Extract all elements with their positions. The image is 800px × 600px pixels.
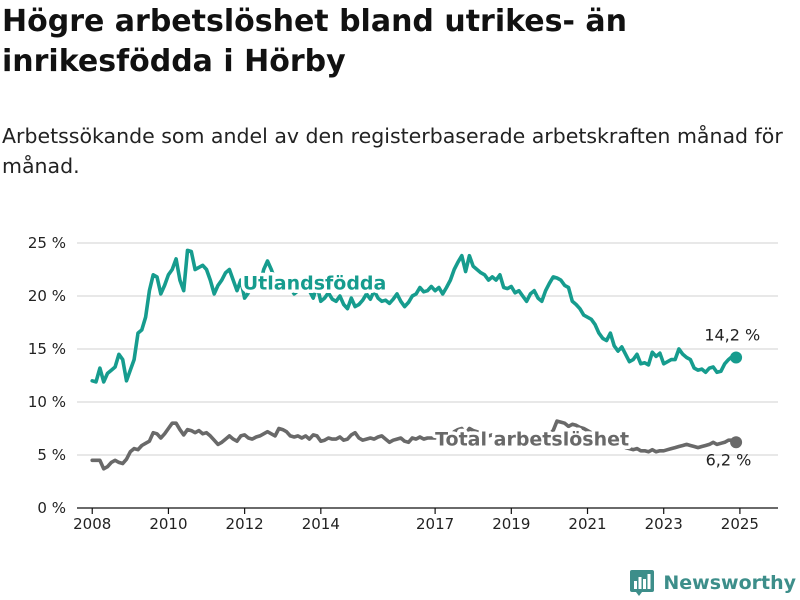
series-end-dot-0: [730, 351, 743, 364]
chart-title: Högre arbetslöshet bland utrikes- än inr…: [2, 4, 627, 79]
series-end-dot-1: [730, 436, 743, 449]
chart-subtitle: Arbetssökande som andel av den registerb…: [2, 124, 783, 178]
series-line-0: [90, 248, 738, 384]
series-end-value-label: 6,2 %: [706, 451, 752, 470]
x-tick-label: 2017: [416, 515, 454, 533]
brand-name: Newsworthy: [663, 572, 796, 594]
bar-chart-icon: [630, 570, 655, 596]
y-tick-label: 0 %: [37, 499, 66, 517]
x-tick-label: 2010: [149, 515, 187, 533]
series-name-label: Utlandsfödda: [243, 273, 387, 295]
x-tick-label: 2019: [492, 515, 530, 533]
series-end-value-label: 14,2 %: [704, 326, 760, 345]
series: [90, 248, 743, 471]
x-tick-label: 2012: [226, 515, 264, 533]
y-tick-label: 5 %: [37, 446, 66, 464]
x-tick-label: 2025: [721, 515, 759, 533]
series-name-halo: Total arbetslöshet: [435, 428, 629, 450]
y-tick-label: 25 %: [28, 234, 66, 252]
gridlines: [77, 242, 778, 456]
series-name-label: Total arbetslöshet: [435, 428, 629, 450]
series-name-halo: Utlandsfödda: [243, 273, 387, 295]
newsworthy-logo: Newsworthy: [629, 566, 796, 600]
series-line-1: [90, 419, 738, 471]
x-tick-label: 2023: [645, 515, 683, 533]
x-tick-label: 2008: [73, 515, 111, 533]
y-tick-label: 15 %: [28, 340, 66, 358]
axes: 0 % 5 % 10 % 15 % 20 % 25 % 2008 2010 2012 2014 20…: [28, 234, 778, 533]
x-tick-label: 2014: [302, 515, 340, 533]
y-tick-label: 10 %: [28, 393, 66, 411]
y-tick-label: 20 %: [28, 287, 66, 305]
x-tick-label: 2021: [568, 515, 606, 533]
